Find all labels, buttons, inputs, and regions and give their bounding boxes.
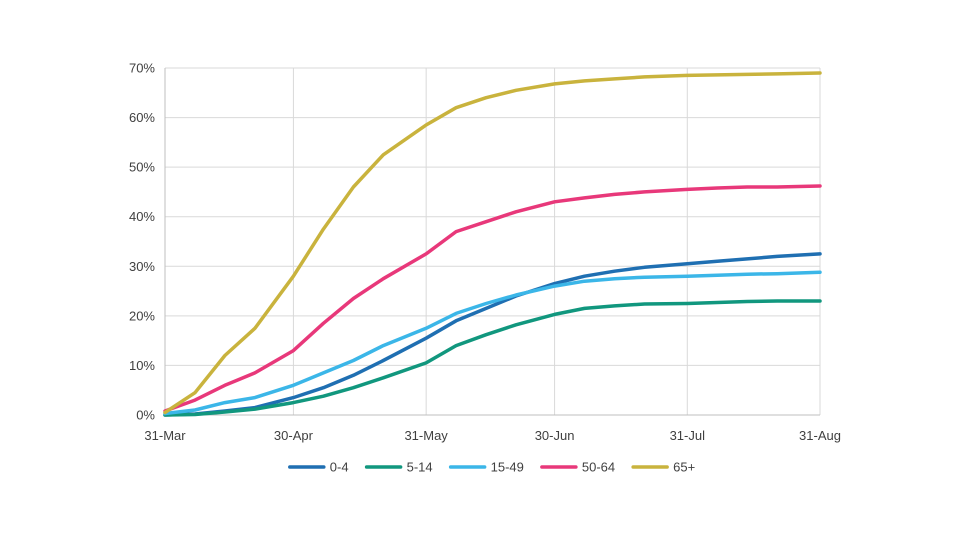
y-tick-label: 20% <box>129 308 155 323</box>
series-line-15-49 <box>163 270 822 416</box>
x-tick-label: 31-Jul <box>670 428 706 443</box>
legend-label: 0-4 <box>330 460 349 475</box>
y-tick-label: 0% <box>136 408 155 423</box>
legend-label: 5-14 <box>407 460 433 475</box>
y-tick-label: 10% <box>129 358 155 373</box>
series-line-0-4 <box>163 252 822 417</box>
x-tick-label: 30-Apr <box>274 428 314 443</box>
legend-item-0-4: 0-4 <box>288 460 349 475</box>
y-tick-label: 40% <box>129 209 155 224</box>
y-tick-label: 60% <box>129 110 155 125</box>
x-tick-label: 31-May <box>404 428 448 443</box>
y-tick-label: 70% <box>129 61 155 76</box>
legend-label: 15-49 <box>491 460 524 475</box>
axes: 0% 10% 20% 30% 40% 50% 60% 70% 31-Mar 30-Apr 31-Ma… <box>129 61 841 444</box>
legend-item-50-64: 50-64 <box>540 460 615 475</box>
y-tick-label: 50% <box>129 160 155 175</box>
series-lines <box>163 71 822 417</box>
x-tick-label: 31-Mar <box>144 428 186 443</box>
legend-label: 65+ <box>673 460 695 475</box>
x-tick-label: 31-Aug <box>799 428 841 443</box>
series-line-65plus <box>163 71 822 415</box>
y-tick-label: 30% <box>129 259 155 274</box>
legend-item-5-14: 5-14 <box>364 460 433 475</box>
gridlines <box>165 67 821 415</box>
legend-item-15-49: 15-49 <box>448 460 524 475</box>
legend-label: 50-64 <box>582 460 615 475</box>
series-line-50-64 <box>163 184 822 413</box>
legend: 0-4 5-14 15-49 50-64 65+ <box>288 460 695 475</box>
series-line-5-14 <box>163 299 822 417</box>
legend-item-65plus: 65+ <box>631 460 695 475</box>
x-tick-label: 30-Jun <box>535 428 575 443</box>
